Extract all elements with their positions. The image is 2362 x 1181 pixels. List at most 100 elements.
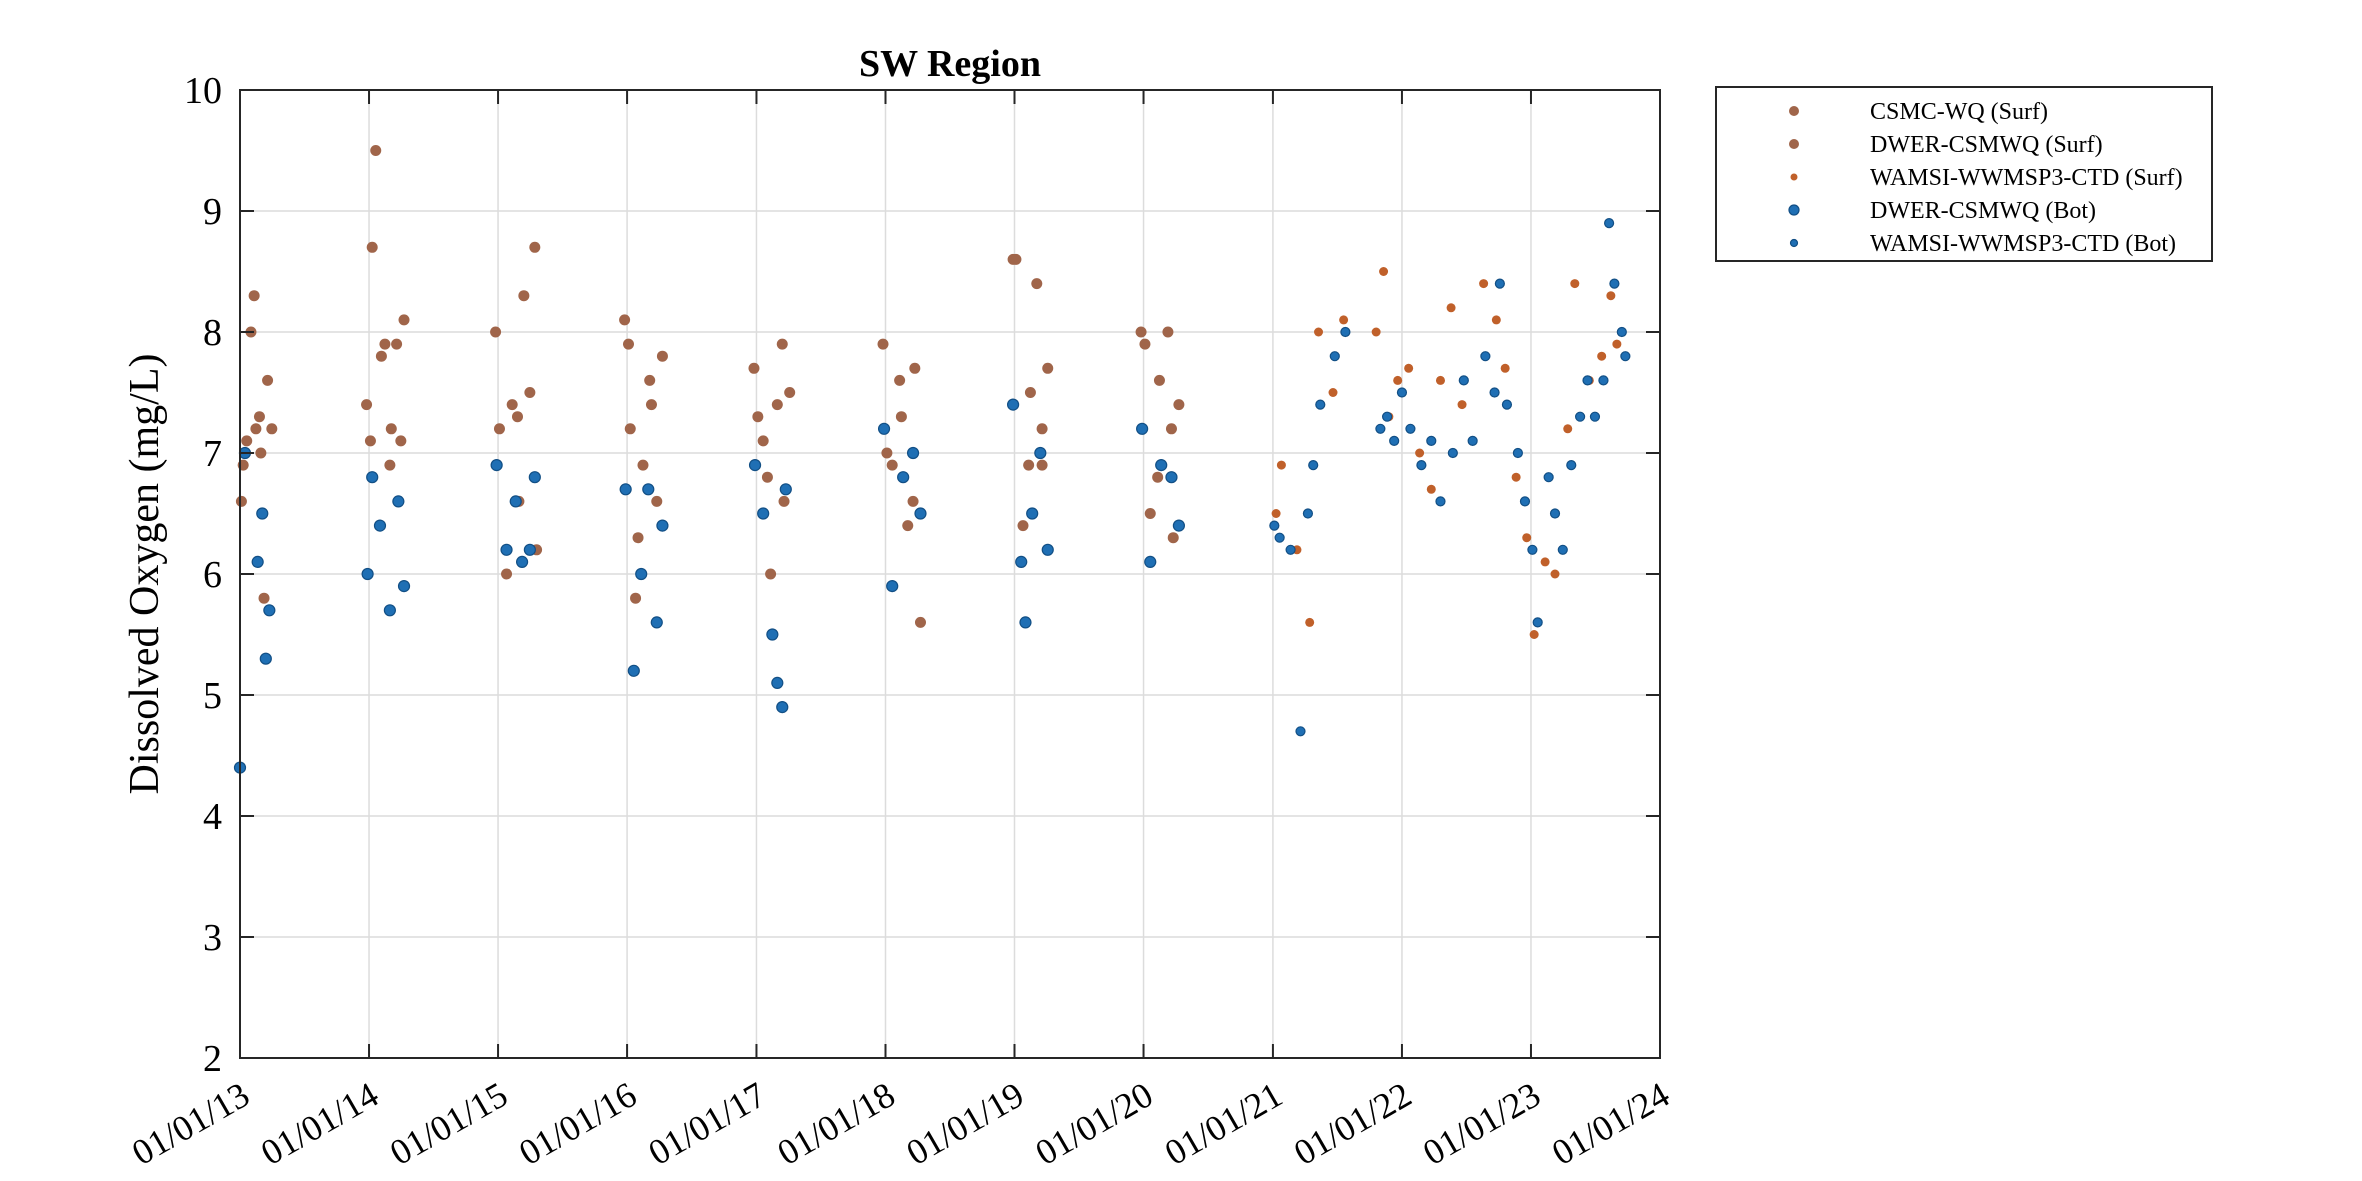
data-point [1435, 375, 1445, 385]
data-point [1500, 363, 1510, 373]
data-point [1173, 399, 1185, 411]
data-point [1426, 484, 1436, 494]
data-point [1314, 327, 1324, 337]
data-point [259, 652, 272, 665]
data-point [1172, 519, 1185, 532]
legend: CSMC-WQ (Surf) DWER-CSMWQ (Surf) WAMSI-WWM… [1715, 86, 2213, 262]
data-point [1522, 533, 1532, 543]
y-tick-label: 2 [203, 1038, 222, 1080]
data-point [630, 592, 642, 604]
data-point [1153, 374, 1165, 386]
data-point [1570, 279, 1580, 289]
data-point [493, 423, 505, 435]
legend-label: WAMSI-WWMSP3-CTD (Surf) [1870, 165, 2183, 191]
data-point [370, 145, 382, 156]
y-tick-label: 9 [203, 191, 222, 233]
data-point [1480, 351, 1491, 362]
data-point [1302, 508, 1314, 519]
data-point [1144, 555, 1157, 569]
legend-box [1715, 86, 2213, 262]
data-point [1152, 471, 1164, 483]
data-point [255, 447, 267, 459]
y-tick-label: 5 [203, 675, 222, 717]
data-point [642, 483, 655, 496]
series-0 [235, 145, 1177, 544]
data-point [1543, 472, 1554, 483]
data-point [1549, 508, 1561, 519]
data-point [1609, 278, 1620, 289]
data-point [1389, 435, 1400, 446]
data-point [391, 338, 403, 350]
data-point [1404, 363, 1414, 373]
data-point [1405, 423, 1416, 434]
data-point [645, 399, 657, 411]
data-point [523, 543, 536, 556]
data-point [256, 507, 269, 520]
data-point [1034, 446, 1047, 460]
series-3 [233, 398, 1185, 774]
data-point [1269, 520, 1280, 531]
y-tick-label: 7 [203, 433, 222, 475]
data-point [765, 568, 777, 580]
data-point [886, 579, 899, 593]
data-point [632, 532, 644, 544]
data-point [1603, 218, 1615, 229]
data-point [1597, 351, 1607, 361]
data-point [528, 471, 541, 484]
data-point [784, 387, 796, 398]
legend-label: DWER-CSMWQ (Surf) [1870, 132, 2103, 158]
data-point [1271, 509, 1281, 518]
legend-marker [1788, 204, 1800, 216]
data-point [752, 411, 764, 423]
data-point [877, 422, 891, 435]
data-point [1036, 423, 1048, 435]
data-point [1295, 726, 1306, 737]
data-point [1489, 387, 1500, 398]
data-point [1315, 399, 1326, 410]
data-point [1557, 544, 1568, 555]
data-point [235, 495, 247, 507]
data-point [1582, 375, 1593, 386]
data-point [1042, 362, 1054, 374]
data-point [1598, 375, 1609, 386]
data-point [1026, 507, 1039, 520]
data-point [1329, 351, 1340, 362]
y-axis-label: Dissolved Oxygen (mg/L) [122, 354, 168, 795]
data-point [914, 616, 926, 628]
data-point [619, 483, 632, 496]
legend-marker [1789, 139, 1799, 149]
data-point [1144, 508, 1156, 519]
data-point [364, 435, 376, 447]
data-point [1501, 399, 1513, 410]
data-point [1457, 400, 1467, 410]
data-point [385, 423, 397, 435]
data-point [1393, 375, 1403, 385]
data-point [656, 519, 669, 532]
data-point [258, 592, 270, 604]
data-point [500, 543, 513, 556]
data-point [241, 435, 253, 447]
data-point [1563, 424, 1573, 434]
data-point [776, 700, 789, 714]
data-point [379, 338, 391, 350]
data-point [877, 338, 889, 350]
data-point [1024, 387, 1036, 398]
data-point [251, 555, 264, 569]
data-point [1512, 447, 1523, 459]
data-point [1328, 388, 1338, 397]
data-point [635, 567, 648, 581]
data-point [771, 676, 784, 690]
data-point [1566, 460, 1577, 471]
data-point [263, 604, 276, 617]
data-point [1458, 375, 1469, 386]
data-point [506, 399, 518, 411]
data-point [895, 411, 907, 423]
data-point [894, 374, 906, 386]
data-point [881, 447, 893, 459]
data-point [1165, 471, 1178, 484]
data-point [250, 423, 262, 435]
data-point [1415, 448, 1425, 458]
data-point [518, 290, 530, 302]
data-point [383, 604, 396, 617]
data-point [778, 495, 790, 507]
